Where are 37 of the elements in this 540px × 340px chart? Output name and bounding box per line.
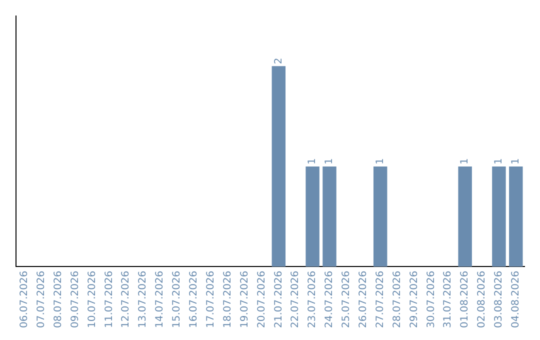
- x-tick-label: 02.08.2026: [476, 270, 488, 328]
- x-tick-label: 25.07.2026: [341, 270, 352, 328]
- x-tick-label: 06.07.2026: [19, 270, 30, 328]
- data-label: 1: [460, 158, 471, 164]
- data-label: 1: [307, 158, 318, 164]
- x-tick-label: 22.07.2026: [290, 270, 302, 328]
- data-label: 2: [273, 58, 284, 64]
- x-tick-label: 01.08.2026: [460, 270, 471, 328]
- x-tick-label: 18.07.2026: [222, 270, 234, 328]
- x-tick-label: 15.07.2026: [172, 270, 183, 328]
- x-tick-label: 29.07.2026: [408, 270, 420, 328]
- x-tick-label: 20.07.2026: [256, 270, 268, 328]
- x-tick-label: 30.07.2026: [426, 270, 437, 328]
- x-tick-label: 11.07.2026: [104, 270, 115, 328]
- x-tick-label: 09.07.2026: [70, 270, 81, 328]
- data-label: 1: [494, 158, 505, 164]
- x-tick-label: 23.07.2026: [307, 270, 318, 328]
- x-tick-label: 24.07.2026: [324, 270, 336, 328]
- data-label: 1: [374, 158, 386, 164]
- data-label: 1: [510, 158, 522, 164]
- x-tick-label: 27.07.2026: [374, 270, 386, 328]
- x-tick-label: 13.07.2026: [138, 270, 149, 328]
- x-tick-label: 04.08.2026: [510, 270, 522, 328]
- x-tick-label: 03.08.2026: [494, 270, 505, 328]
- x-tick-label: 31.07.2026: [442, 270, 454, 328]
- x-tick-label: 19.07.2026: [239, 270, 250, 328]
- x-tick-label: 16.07.2026: [188, 270, 200, 328]
- data-label: 1: [324, 158, 336, 164]
- x-tick-label: 21.07.2026: [273, 270, 284, 328]
- x-tick-label: 07.07.2026: [36, 270, 48, 328]
- x-tick-label: 14.07.2026: [154, 270, 166, 328]
- x-tick-label: 12.07.2026: [120, 270, 132, 328]
- x-tick-label: 10.07.2026: [86, 270, 98, 328]
- x-tick-label: 17.07.2026: [205, 270, 216, 328]
- x-tick-label: 28.07.2026: [392, 270, 403, 328]
- x-tick-label: 26.07.2026: [358, 270, 369, 328]
- x-tick-label: 08.07.2026: [52, 270, 64, 328]
